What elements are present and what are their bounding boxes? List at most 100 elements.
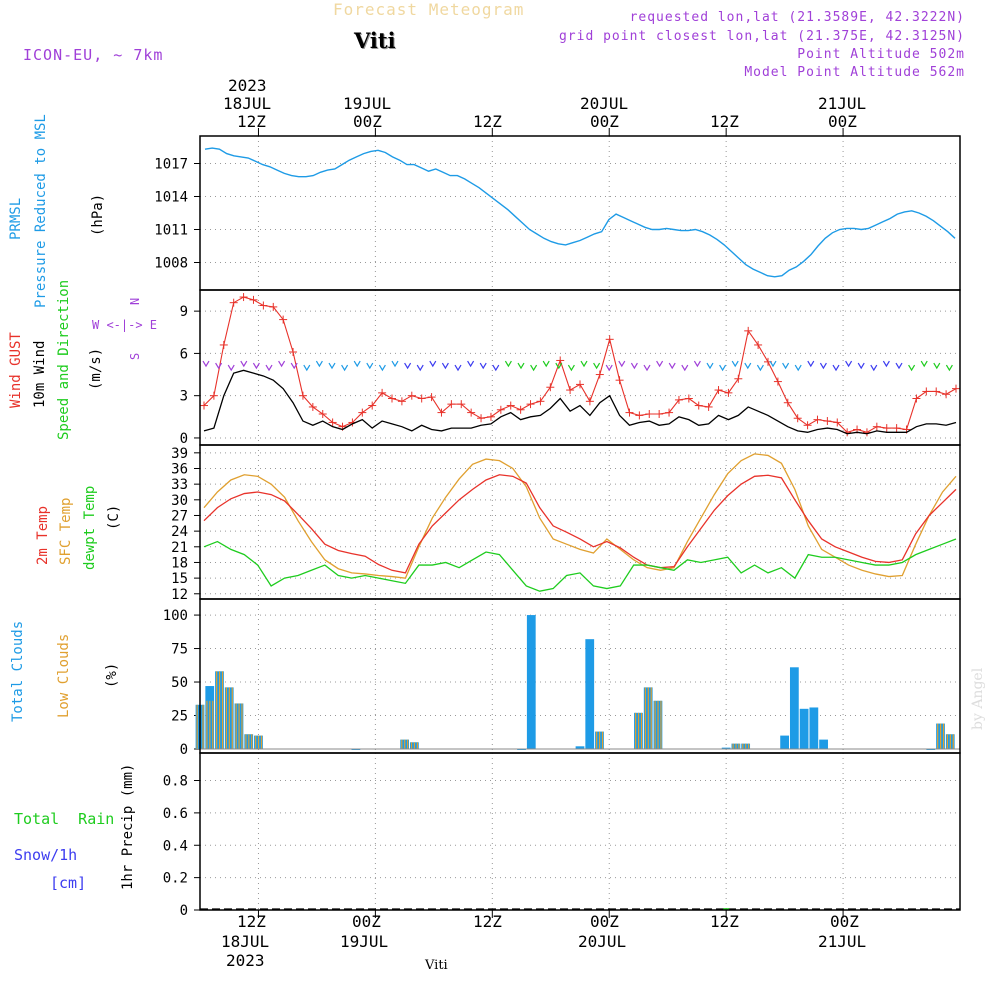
location-title: Viti [354,28,396,53]
low-cloud-bar [940,723,942,749]
bottom-tick-hour: 00Z [352,912,381,931]
low-cloud-bar [196,704,198,749]
bottom-tick-day: 20JUL [578,932,627,951]
y-tick-label: 6 [180,346,188,362]
wind-direction-arrow [504,360,512,368]
wind-direction-arrow [441,362,449,370]
wind-direction-arrow [681,364,689,372]
low-cloud-bar [637,712,640,749]
wind-direction-arrow [630,362,638,370]
wind-direction-arrow [857,362,865,370]
low-cloud-bar [241,703,243,749]
low-cloud-bar [260,735,263,749]
wind-direction-arrow [882,360,890,368]
wind-direction-arrow [391,360,399,368]
low-cloud-bar [255,735,257,749]
low-cloud-bar [735,743,737,749]
wind-direction-arrow [227,364,235,372]
total-cloud-bar [526,615,536,749]
wind-direction-arrow [404,362,412,370]
low-cloud-bar [209,700,211,749]
low-cloud-bar [248,734,250,749]
total-cloud-bar [721,747,731,749]
low-cloud-bar [238,703,240,749]
wind-direction-arrow [731,360,739,368]
y-tick-label: 75 [171,642,188,658]
low-cloud-bar [231,687,233,749]
wind-direction-arrow [454,364,462,372]
total-cloud-bar [789,667,799,749]
wind-direction-arrow [252,362,260,370]
wind-direction-arrow [278,360,286,368]
low-cloud-bar [635,712,637,749]
wind-speed-line [203,369,957,435]
wind-direction-arrow [290,362,298,370]
wind-direction-arrow [832,364,840,372]
wind-direction-arrow [656,360,664,368]
dewpoint-line [203,538,957,592]
low-cloud-bar [206,700,208,749]
compass-w-e: W <-|-> E [92,318,158,332]
wind-direction-arrow [819,362,827,370]
y-tick-label: 0.6 [163,806,188,822]
wind-direction-arrow [693,360,701,368]
low-cloud-bar [640,712,643,749]
wind-direction-arrow [593,362,601,370]
bottom-tick-day: 18JUL [221,932,270,951]
total-cloud-bar [780,735,789,749]
wind-direction-arrow [416,364,424,372]
y-tick-label: 18 [171,555,188,571]
y-tick-label: 21 [171,540,188,556]
top-tick-hour: 00Z [828,112,857,131]
y-tick-label: 27 [171,508,188,524]
y-tick-label: 0.8 [163,774,188,790]
wind-direction-arrow [467,360,475,368]
chart-title: Forecast Meteogram [333,0,525,19]
wind-direction-arrow [605,364,613,372]
total-cloud-bar [799,708,809,749]
low-cloud-bar [650,687,652,749]
bottom-tick-day: 19JUL [340,932,389,951]
y-tick-label: 12 [171,587,188,603]
low-cloud-bar [404,739,406,749]
wind-direction-arrow [492,364,500,372]
wind-direction-arrow [782,362,790,370]
total-cloud-bar [585,639,595,749]
wind-direction-arrow [580,360,588,368]
wind-direction-arrow [202,360,210,368]
wind-direction-arrow [429,360,437,368]
wind-direction-arrow [895,362,903,370]
y-tick-label: 9 [180,304,188,320]
y-tick-label: 24 [171,524,188,540]
wind-direction-arrow [920,360,928,368]
bottom-tick-day: 21JUL [818,932,867,951]
bottom-tick-hour: 12Z [710,912,739,931]
point-altitude: Point Altitude 502m [797,47,965,62]
low-cloud-bar [647,687,649,749]
top-tick-hour: 12Z [237,112,266,131]
low-cloud-bar [212,700,214,749]
top-tick-day: 19JUL [343,94,392,113]
y-tick-label: 30 [171,493,188,509]
low-cloud-bar [599,731,601,749]
y-tick-label: 100 [163,608,188,624]
bottom-tick-hour: 12Z [473,912,502,931]
low-cloud-bar [946,734,949,749]
wind-direction-arrow [567,364,575,372]
low-cloud-bar [942,723,945,749]
y-tick-label: 1017 [154,157,188,173]
low-cloud-bar [416,742,418,749]
low-cloud-bar [257,735,260,749]
low-cloud-bar [407,739,409,749]
top-tick-year: 2023 [228,76,267,95]
low-cloud-bar [949,734,951,749]
low-cloud-bar [219,671,221,749]
y-tick-label: 33 [171,477,188,493]
low-cloud-bar [221,671,224,749]
low-cloud-bar [202,704,204,749]
wind-direction-arrow [366,362,374,370]
y-tick-label: 0 [180,742,188,758]
wind-direction-arrow [328,362,336,370]
total-cloud-bar [809,707,819,749]
requested-coords: requested lon,lat (21.3589E, 42.3222N) [629,10,965,25]
